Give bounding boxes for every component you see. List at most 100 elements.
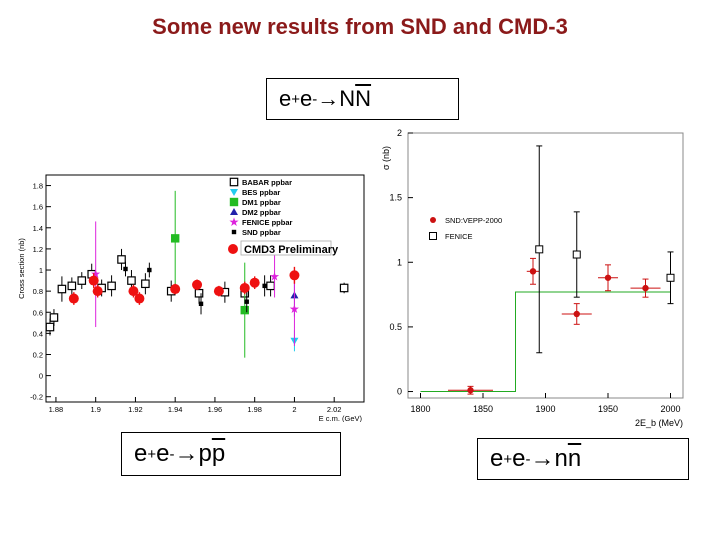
x-tick-label: 1.92	[128, 405, 143, 414]
data-point: ★	[269, 269, 280, 283]
data-point	[240, 305, 249, 315]
lbl-particle: p	[198, 440, 212, 467]
data-point	[249, 277, 260, 288]
arrow-icon: →	[174, 440, 199, 467]
data-point	[213, 286, 224, 297]
y-tick-label: 1.2	[33, 245, 43, 254]
legend-marker	[228, 244, 238, 254]
y-tick-label: -0.2	[30, 393, 43, 402]
x-tick-label: 2	[292, 405, 296, 414]
data-point	[147, 267, 152, 273]
x-tick-label: 1.96	[208, 405, 223, 414]
plot-frame	[407, 132, 684, 399]
data-point: ★	[289, 302, 300, 316]
data-point	[88, 275, 99, 286]
data-point	[141, 279, 150, 289]
data-point	[642, 284, 649, 292]
legend-entry: BES ppbar	[242, 188, 280, 197]
lbl-e2: e	[156, 440, 170, 467]
legend-marker	[229, 197, 239, 207]
data-point	[244, 299, 249, 304]
data-point	[573, 310, 580, 318]
x-axis-label: E c.m. (GeV)	[319, 414, 363, 422]
y-tick-label: 0.2	[33, 350, 43, 359]
data-point	[67, 281, 77, 291]
lbl-antiparticle: p	[211, 440, 226, 467]
lbl-plus: +	[503, 450, 513, 468]
data-point	[123, 266, 128, 272]
x-tick-label: 1950	[598, 404, 618, 414]
data-point	[604, 274, 612, 281]
data-point	[535, 245, 544, 254]
legend: SND:VEPP-2000 FENICE	[429, 216, 502, 241]
legend-marker	[429, 232, 437, 240]
data-point	[127, 276, 136, 285]
legend-marker: ★	[229, 215, 240, 229]
y-tick-label: 1.5	[389, 193, 402, 203]
data-point	[194, 288, 204, 298]
y-tick-label: 1.6	[33, 203, 43, 212]
x-tick-label: 1850	[473, 404, 493, 414]
data-point: ★	[90, 267, 101, 281]
slide-title: Some new results from SND and CMD-3	[152, 14, 568, 39]
y-tick-label: 1.4	[33, 224, 43, 233]
x-tick-label: 1.9	[90, 405, 100, 414]
data-point	[467, 387, 474, 394]
lbl-minus: -	[312, 90, 318, 108]
data-point	[49, 313, 59, 322]
ppbar-cross-section-chart: -0.2 0 0.2 0.4 0.6 0.8 1 1.2 1.4 1.6 1.8 1.88 1.9 1.9…	[17, 174, 365, 422]
legend-entry: FENICE ppbar	[242, 218, 293, 227]
data-point	[572, 250, 581, 259]
data-point	[170, 234, 180, 243]
lbl-e2: e	[512, 445, 526, 472]
lbl-particle: N	[339, 86, 356, 111]
data-point	[198, 301, 204, 307]
x-tick-label: 1.94	[168, 405, 183, 414]
data-point	[339, 283, 349, 293]
x-tick-label: 1.88	[49, 405, 64, 414]
lbl-e1: e	[279, 86, 292, 111]
x-tick-label: 2.02	[327, 405, 342, 414]
x-axis-label: 2E_b (MeV)	[635, 418, 683, 428]
data-point	[289, 270, 300, 281]
legend-entry: BABAR ppbar	[242, 178, 292, 187]
y-tick-label: 0.6	[33, 308, 43, 317]
data-point	[45, 322, 55, 332]
series-dm1-ppbar	[170, 190, 249, 358]
series-fenice-ppbar: ★ ★ ★	[90, 221, 300, 347]
data-point	[192, 279, 203, 290]
lbl-plus: +	[291, 90, 301, 108]
legend-entry: DM2 ppbar	[242, 208, 281, 217]
x-tick-label: 1.98	[247, 405, 262, 414]
y-tick-label: 1	[397, 257, 402, 267]
legend-entry: DM1 ppbar	[242, 198, 281, 207]
lbl-e1: e	[490, 445, 504, 472]
y-tick-label: 1	[39, 266, 43, 275]
series-fenice	[535, 145, 675, 354]
y-tick-label: 0.4	[33, 329, 43, 338]
legend-highlight-box	[240, 240, 332, 256]
nnbar-cross-section-chart: 0 0.5 1 1.5 2 1800 1850 1900 1950 2000 2E_b (MeV) σ…	[381, 128, 684, 428]
arrow-icon: →	[530, 445, 555, 472]
legend-entry: SND:VEPP-2000	[445, 216, 502, 225]
series-snd-vepp-2000	[448, 257, 661, 395]
legend-entry: SND ppbar	[242, 228, 281, 237]
data-point	[117, 255, 126, 264]
data-point	[134, 293, 145, 304]
data-point	[107, 281, 116, 291]
x-tick-label: 2000	[660, 404, 680, 414]
data-point	[77, 276, 87, 285]
y-axis-label: σ (nb)	[381, 146, 391, 170]
legend-marker	[230, 208, 238, 215]
data-point	[170, 284, 181, 295]
y-tick-label: 2	[397, 128, 402, 138]
y-tick-label: 0	[39, 372, 43, 381]
y-tick-label: 1.8	[33, 182, 43, 191]
y-axis-label: Cross section (nb)	[17, 238, 26, 299]
lbl-antiparticle: n	[567, 445, 582, 472]
lbl-antiparticle: N	[355, 86, 372, 111]
